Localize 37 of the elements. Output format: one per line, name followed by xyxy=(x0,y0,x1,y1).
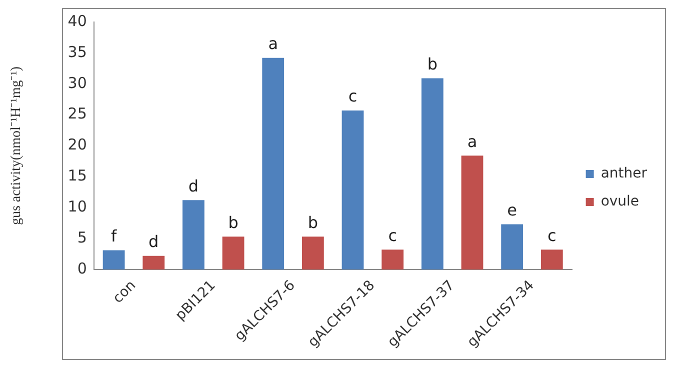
bar xyxy=(182,200,204,270)
bar xyxy=(382,250,404,270)
y-tick-label: 35 xyxy=(68,42,87,61)
bar xyxy=(342,110,364,270)
data-label: c xyxy=(348,86,358,106)
y-tick-label: 30 xyxy=(68,74,87,92)
bar xyxy=(102,250,125,270)
y-tick-label: 25 xyxy=(68,104,87,123)
x-tick-label: con xyxy=(110,277,140,307)
data-label: f xyxy=(110,226,117,246)
y-tick-label: 15 xyxy=(68,166,87,185)
data-label: a xyxy=(268,34,278,54)
data-label: b xyxy=(228,212,238,232)
bar xyxy=(461,156,484,270)
bar xyxy=(302,236,324,270)
data-label: c xyxy=(548,226,556,245)
bar xyxy=(421,78,444,270)
bar xyxy=(540,250,563,270)
y-tick-label: 5 xyxy=(77,228,87,246)
y-axis-title: gus activity(nmol⁻¹H⁻¹mg⁻¹) xyxy=(9,66,24,226)
legend-label: ovule xyxy=(600,194,640,210)
y-tick-label: 40 xyxy=(68,12,87,30)
data-label: a xyxy=(467,132,478,151)
data-label: c xyxy=(388,226,397,245)
y-tick-label: 20 xyxy=(68,136,87,154)
y-tick-label: 0 xyxy=(77,259,87,278)
bar xyxy=(142,256,165,270)
data-label: e xyxy=(507,200,517,220)
bar xyxy=(501,224,524,270)
data-label: b xyxy=(308,212,318,232)
bar xyxy=(262,58,284,270)
y-tick-label: 10 xyxy=(68,197,87,216)
data-label: b xyxy=(427,54,438,74)
data-label: d xyxy=(188,176,199,196)
legend-label: anther xyxy=(600,166,648,182)
data-label: d xyxy=(148,232,159,251)
bar xyxy=(222,236,244,270)
